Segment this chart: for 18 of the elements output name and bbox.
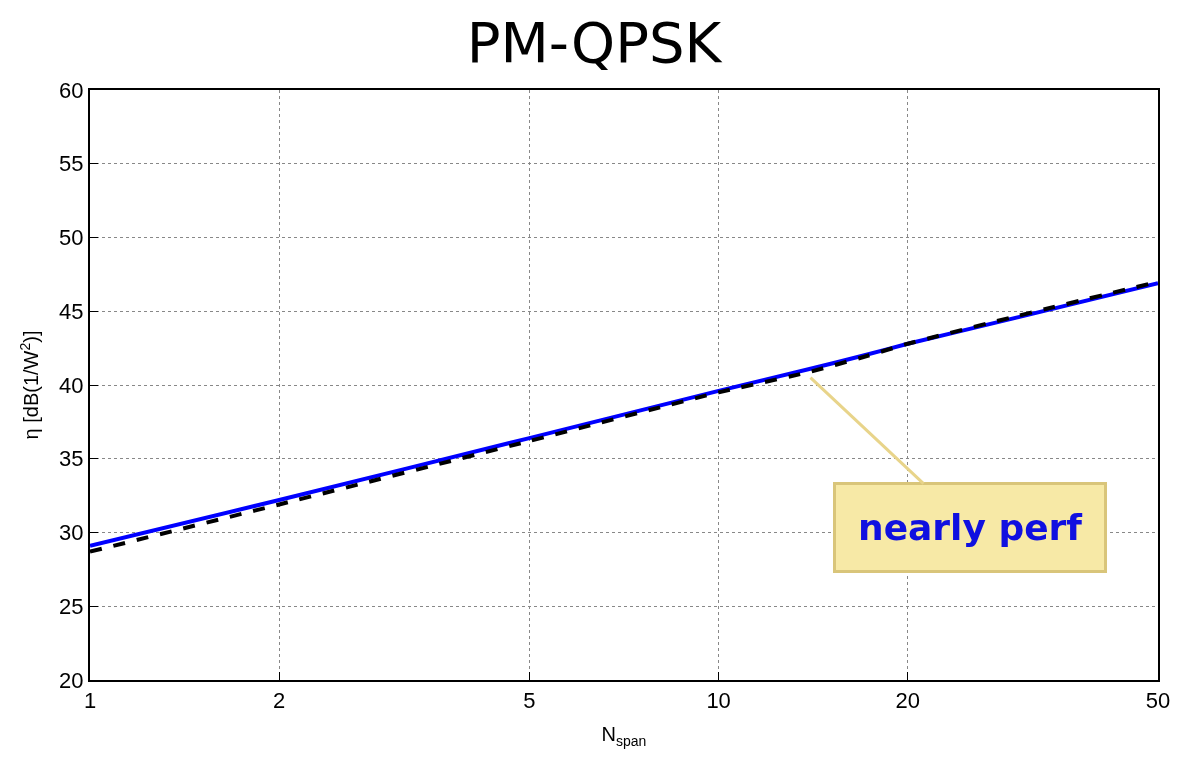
x-tick-label: 2	[273, 688, 286, 714]
y-tick-label: 40	[59, 372, 84, 398]
annotation: nearly perf	[858, 507, 1083, 548]
y-tick-label: 30	[59, 520, 84, 546]
y-tick-label: 50	[59, 225, 84, 251]
x-tick-label: 10	[706, 688, 731, 714]
x-tick-label: 1	[83, 688, 97, 714]
y-tick-label: 55	[59, 151, 84, 177]
y-tick-label: 35	[59, 446, 84, 472]
y-tick-label: 45	[59, 298, 84, 324]
x-axis-title: N$_{span}$	[601, 723, 647, 749]
chart-title: PM-QPSK	[466, 10, 723, 76]
x-tick-label: 5	[523, 688, 536, 714]
x-tick-label: 20	[895, 688, 921, 714]
y-tick-label: 25	[59, 593, 84, 619]
x-tick-label: 50	[1145, 688, 1171, 714]
y-tick-label: 20	[59, 667, 84, 693]
y-tick-label: 60	[59, 77, 84, 103]
